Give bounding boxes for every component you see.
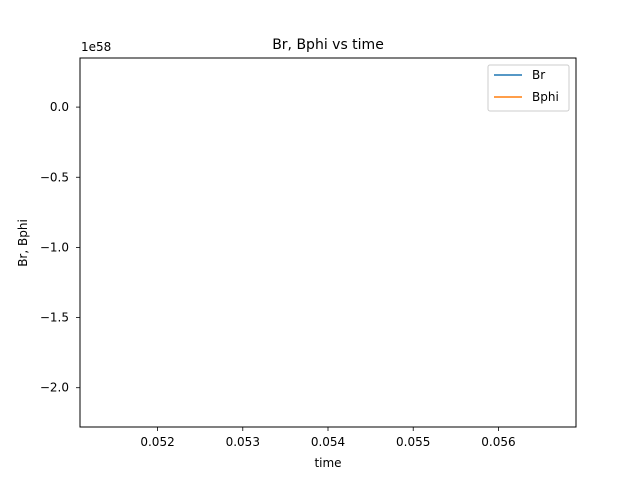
plot-area [80, 58, 576, 427]
y-tick-label: −2.0 [40, 381, 69, 395]
x-axis-label: time [314, 456, 341, 470]
y-offset-label: 1e58 [81, 40, 111, 54]
y-axis-label: Br, Bphi [16, 219, 30, 267]
legend: Br Bphi [487, 64, 570, 112]
legend-label-br: Br [532, 68, 545, 82]
x-tick-label: 0.054 [311, 435, 345, 449]
x-axis-ticks: 0.052 0.053 0.054 0.055 0.056 [140, 427, 516, 449]
y-tick-label: 0.0 [50, 100, 69, 114]
x-tick-label: 0.055 [396, 435, 430, 449]
y-axis-ticks: 0.0 −0.5 −1.0 −1.5 −2.0 [40, 100, 80, 395]
x-tick-label: 0.056 [481, 435, 515, 449]
plot-frame [79, 57, 577, 428]
y-tick-label: −1.0 [40, 240, 69, 254]
chart-title: Br, Bphi vs time [272, 37, 384, 53]
legend-label-bphi: Bphi [532, 90, 559, 104]
y-tick-label: −0.5 [40, 170, 69, 184]
x-tick-label: 0.053 [226, 435, 260, 449]
y-tick-label: −1.5 [40, 311, 69, 325]
legend-box [487, 64, 570, 112]
plot-background [80, 58, 576, 427]
x-tick-label: 0.052 [140, 435, 174, 449]
